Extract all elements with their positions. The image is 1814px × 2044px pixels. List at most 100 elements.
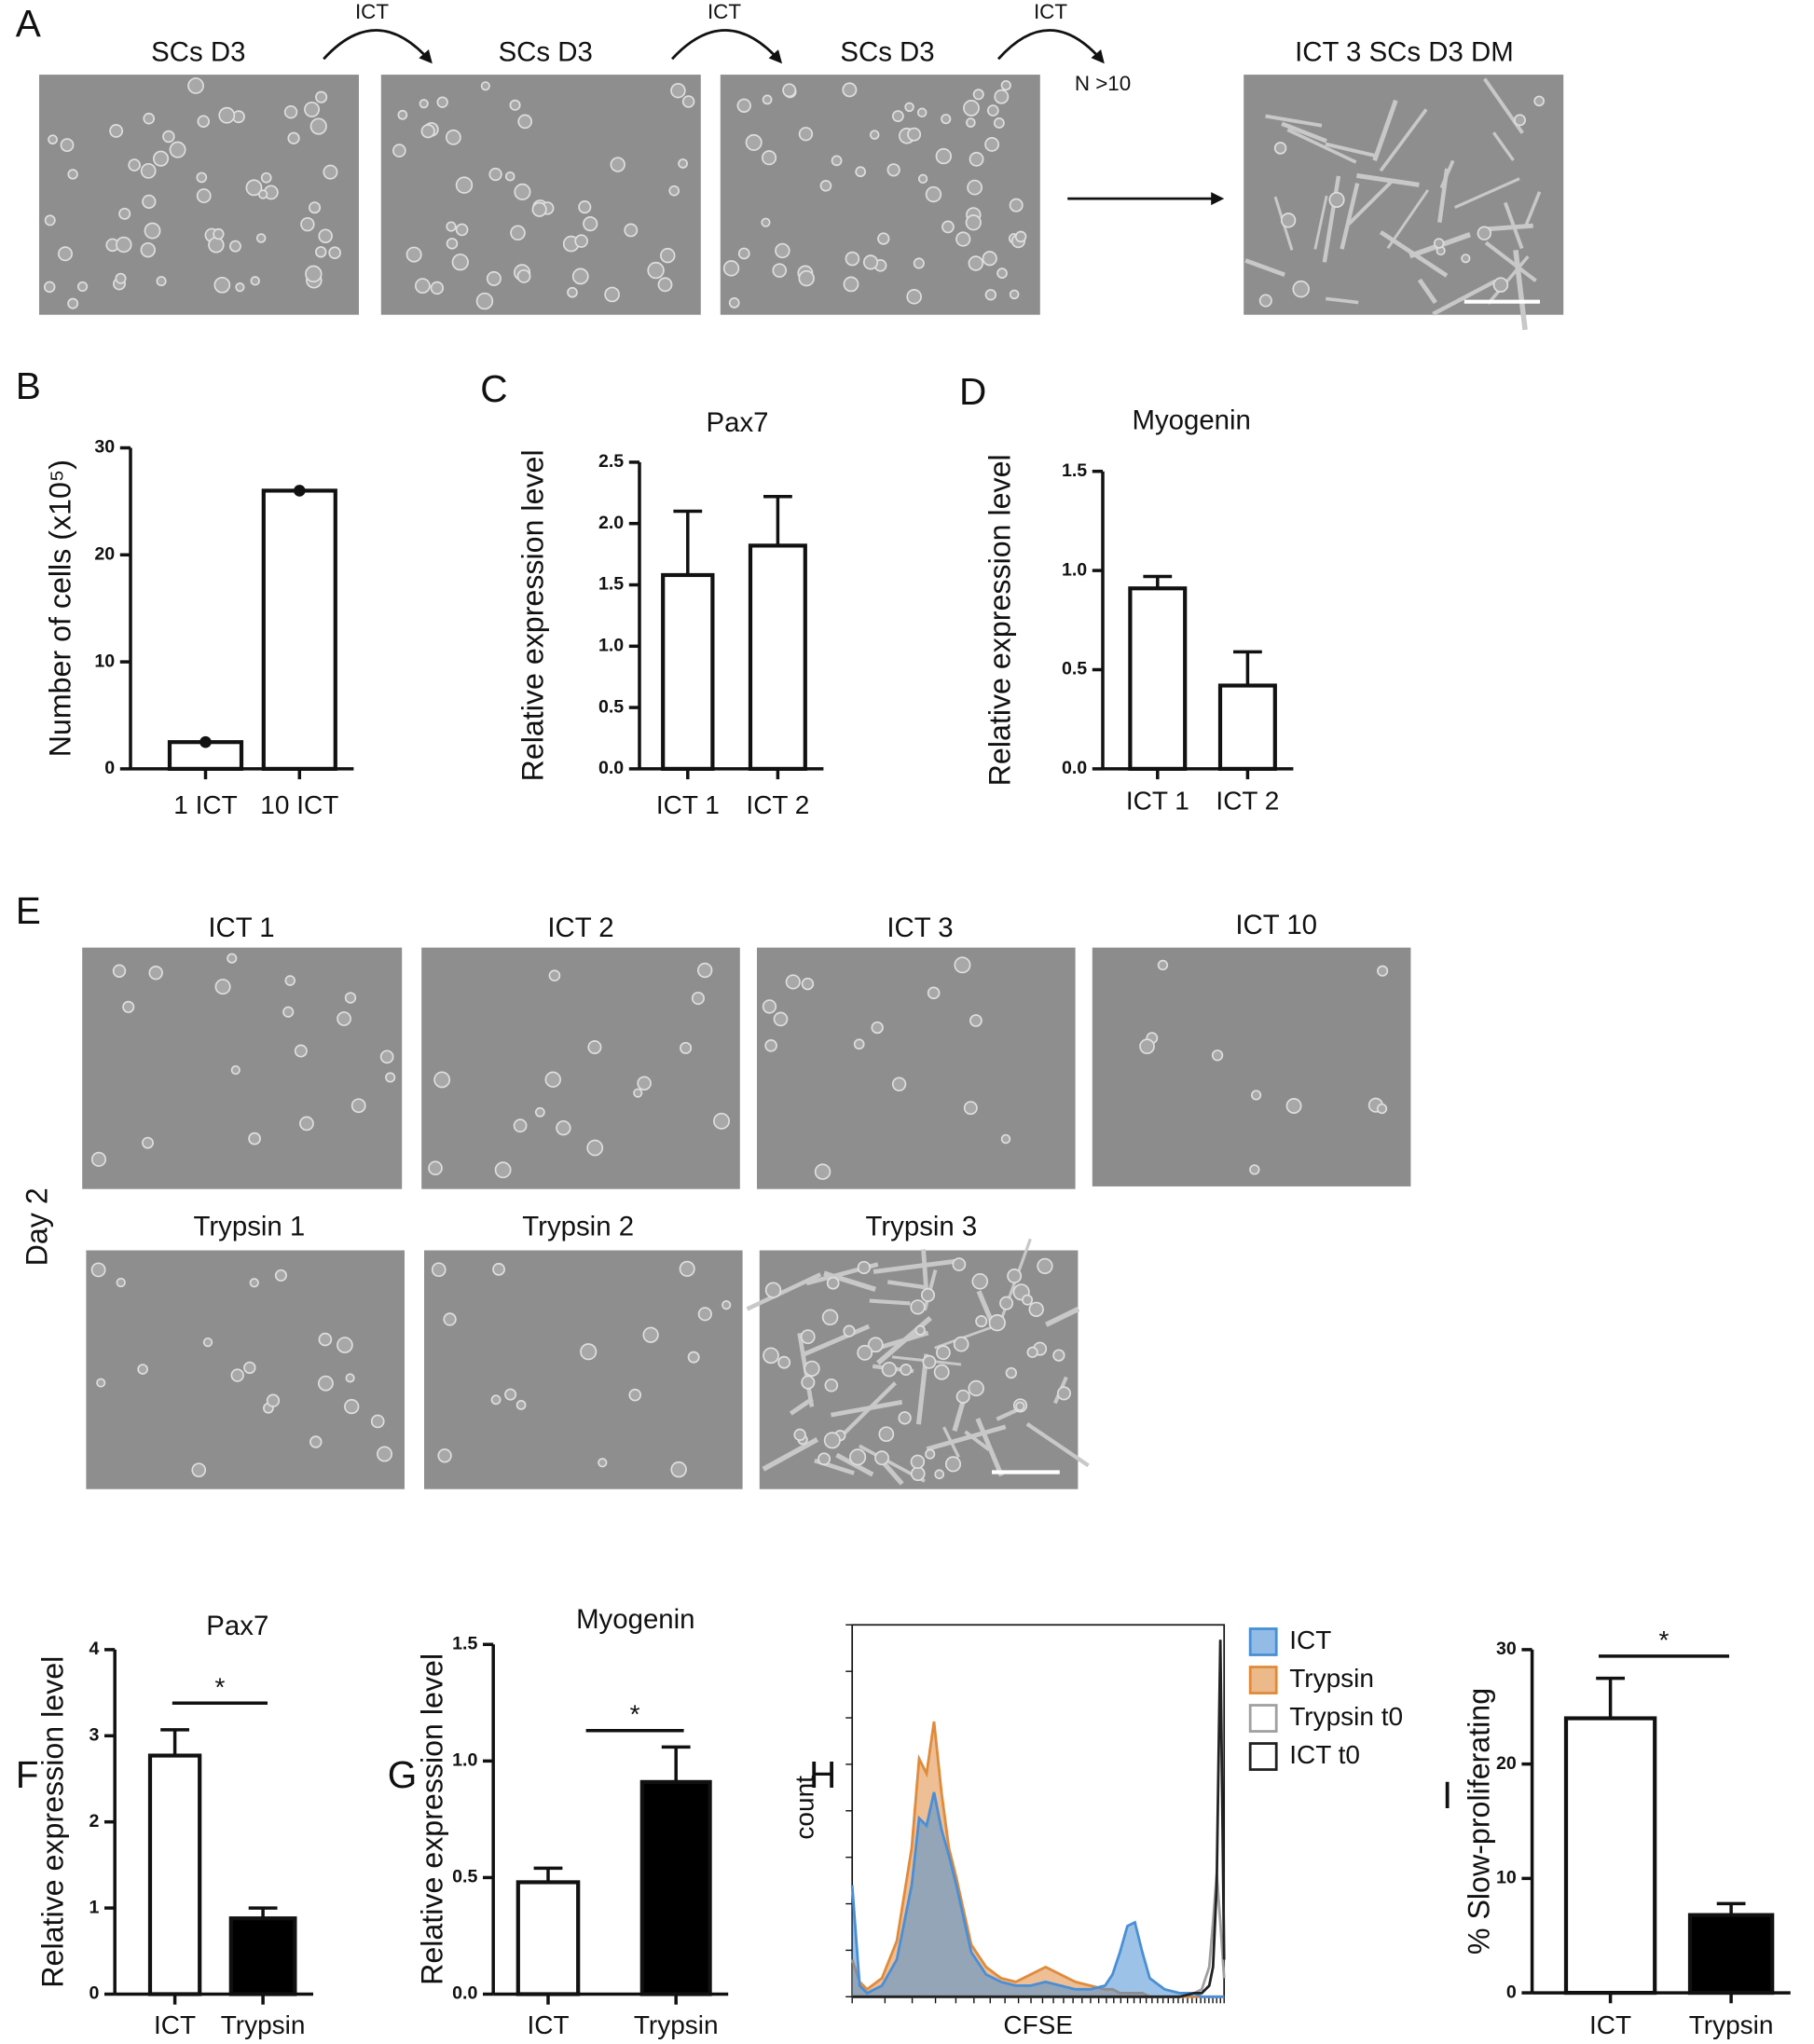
cell <box>513 1118 528 1133</box>
cell <box>678 158 688 169</box>
cell <box>891 1077 907 1091</box>
cell <box>227 953 238 964</box>
y-tick-label: 0.0 <box>598 758 624 778</box>
cell <box>777 1355 791 1369</box>
y-tick-label: 3 <box>89 1724 99 1745</box>
cell <box>109 124 124 138</box>
cell <box>952 1257 967 1271</box>
y-axis-label: count <box>790 1776 819 1840</box>
panel-label: B <box>16 364 41 407</box>
cell <box>337 1337 353 1353</box>
cell <box>580 1343 598 1361</box>
micrograph <box>421 947 740 1189</box>
cell <box>328 246 341 260</box>
cell <box>230 1064 240 1076</box>
cell <box>1026 1346 1038 1358</box>
cell <box>637 1076 652 1091</box>
cell <box>968 1379 984 1397</box>
cell <box>309 117 327 135</box>
cell <box>984 289 997 301</box>
cell <box>260 171 272 184</box>
legend-swatch <box>1248 1704 1278 1733</box>
y-tick-label: 20 <box>1496 1753 1517 1774</box>
cell <box>925 185 942 203</box>
cell <box>910 1454 926 1470</box>
y-tick-label: 20 <box>94 543 115 564</box>
y-tick-label: 0 <box>89 1983 99 2004</box>
panel-label: C <box>480 367 507 410</box>
cell <box>377 1446 393 1462</box>
bar <box>748 543 807 772</box>
cell <box>604 286 620 303</box>
cell <box>318 228 333 243</box>
bar <box>1217 683 1277 771</box>
bar <box>261 488 337 771</box>
cell-process <box>1432 279 1497 316</box>
cell <box>490 1394 502 1406</box>
cell <box>934 1469 945 1480</box>
cell <box>76 281 89 293</box>
cell <box>309 1435 323 1448</box>
cell <box>814 1163 831 1180</box>
cell <box>1376 1103 1388 1115</box>
cell <box>583 216 598 232</box>
cell <box>1009 198 1024 213</box>
image-title: Trypsin 1 <box>194 1211 306 1241</box>
legend-swatch <box>1248 1742 1278 1771</box>
legend-label: ICT <box>1289 1626 1331 1654</box>
micrograph <box>720 75 1040 315</box>
cell <box>966 117 976 128</box>
cell <box>691 991 705 1006</box>
cell <box>214 979 231 995</box>
cell <box>680 1041 693 1054</box>
cell <box>761 217 771 227</box>
cell <box>144 222 161 240</box>
cell <box>660 247 676 264</box>
curved-arrow <box>323 29 433 64</box>
cell-process <box>1265 114 1323 128</box>
cell <box>437 1448 452 1463</box>
cell <box>1028 1301 1044 1318</box>
x-tick-label: ICT 1 <box>656 790 720 819</box>
cell <box>762 150 777 166</box>
cell <box>971 1273 989 1290</box>
cell <box>984 137 1000 152</box>
cell <box>345 1373 355 1383</box>
cell-process <box>1356 172 1420 187</box>
image-title: Trypsin 3 <box>866 1211 978 1241</box>
cell <box>257 189 268 199</box>
micrograph <box>1092 947 1411 1187</box>
x-tick-label: Trypsin <box>634 2010 719 2039</box>
y-tick-label: 0.0 <box>452 1983 477 2004</box>
cell <box>431 1262 447 1278</box>
cell-process <box>1484 240 1537 282</box>
cell-process <box>1379 230 1449 278</box>
cell <box>486 270 502 286</box>
cell <box>304 101 321 117</box>
cell <box>687 1351 700 1364</box>
cell <box>907 127 922 142</box>
cell <box>443 1312 457 1326</box>
cell <box>965 214 982 231</box>
micrograph <box>424 1250 743 1489</box>
y-axis-label: Number of cells (x10⁵) <box>44 460 77 757</box>
bar <box>1687 1913 1775 1996</box>
y-axis-label: Relative expression level <box>516 449 550 781</box>
cell <box>122 1000 135 1013</box>
significance-label: * <box>214 1672 225 1701</box>
y-axis-label: Relative expression level <box>983 454 1017 786</box>
cell-process <box>1340 183 1360 250</box>
cell <box>436 96 448 108</box>
cell <box>831 155 843 167</box>
x-tick-label: ICT 1 <box>1126 787 1189 816</box>
cell <box>115 272 127 284</box>
cell-process <box>1487 254 1530 305</box>
cell <box>385 1072 396 1083</box>
cell <box>993 117 1005 129</box>
cell <box>516 269 531 283</box>
cell <box>1007 1269 1023 1283</box>
cell <box>1022 1294 1034 1306</box>
cell <box>534 1106 545 1118</box>
cell <box>917 173 928 185</box>
cell-process <box>926 1424 1007 1452</box>
